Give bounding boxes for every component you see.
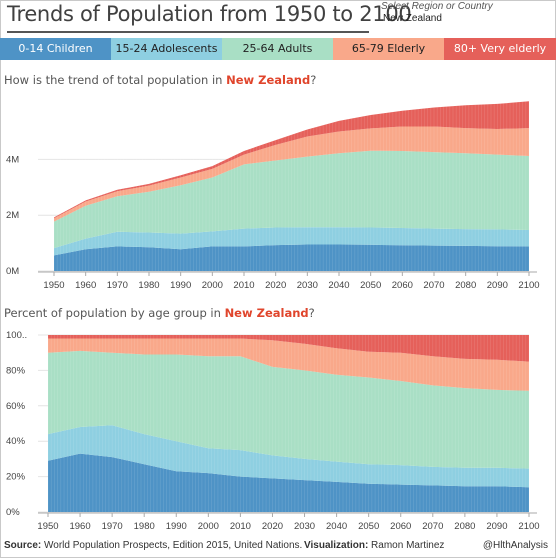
x-tick-label: 2040 xyxy=(328,280,349,291)
visualization-label: Visualization: xyxy=(304,540,369,551)
visualization-author: Ramon Martinez xyxy=(368,540,445,551)
y-tick-label: 100.. xyxy=(6,330,27,341)
x-tick-label: 1950 xyxy=(37,521,58,532)
region-selector-label: Select Region or Country xyxy=(381,1,493,12)
x-tick-label: 1980 xyxy=(134,521,155,532)
x-tick-label: 2020 xyxy=(265,280,286,291)
twitter-handle[interactable]: @HlthAnalysis xyxy=(482,540,548,551)
total-population-chart[interactable]: 0M 2M 4M 1950 1960 1970 1980 1990 2000 2010 2020 20… xyxy=(0,88,556,300)
area-series-children[interactable] xyxy=(54,244,529,272)
x-tick-label: 2030 xyxy=(297,280,318,291)
legend-item-very-elderly[interactable]: 80+ Very elderly xyxy=(444,38,556,60)
y-tick-label: 0M xyxy=(6,266,19,277)
bar-texture xyxy=(53,96,530,271)
y-tick-label: 40% xyxy=(6,436,26,447)
source-text: World Population Prospects, Edition 2015… xyxy=(41,540,303,551)
x-tick-label: 2060 xyxy=(392,280,413,291)
x-tick-label: 2090 xyxy=(486,521,507,532)
x-tick-label: 1960 xyxy=(75,280,96,291)
legend-item-children[interactable]: 0-14 Children xyxy=(0,38,111,60)
x-tick-label: 1990 xyxy=(170,280,191,291)
x-tick-label: 1950 xyxy=(43,280,64,291)
x-tick-label: 2100 xyxy=(518,280,539,291)
area-series-adults[interactable] xyxy=(48,350,529,469)
y-tick-label: 60% xyxy=(6,401,26,412)
x-tick-label: 2030 xyxy=(294,521,315,532)
x-tick-label: 2000 xyxy=(202,280,223,291)
percent-population-chart[interactable]: 0% 20% 40% 60% 80% 100.. 1950 1960 1970 1980 1990 2… xyxy=(0,322,556,536)
question-prefix: How is the trend of total population in xyxy=(4,73,227,87)
y-tick-label: 0% xyxy=(6,507,20,518)
title-underline xyxy=(7,31,369,33)
x-tick-label: 2010 xyxy=(233,280,254,291)
x-tick-label: 2020 xyxy=(262,521,283,532)
y-tick-label: 4M xyxy=(6,154,19,165)
percent-population-question: Percent of population by age group in Ne… xyxy=(4,306,315,320)
x-tick-label: 2100 xyxy=(518,521,539,532)
x-tick-label: 1970 xyxy=(107,280,128,291)
x-tick-label: 1970 xyxy=(102,521,123,532)
y-tick-label: 2M xyxy=(6,210,19,221)
question-region: New Zealand xyxy=(224,306,309,320)
area-series-adolescents[interactable] xyxy=(54,227,529,256)
area-series-adults[interactable] xyxy=(54,150,529,249)
source-credit: Source: World Population Prospects, Edit… xyxy=(4,540,302,551)
x-tick-label: 2050 xyxy=(360,280,381,291)
legend-item-adults[interactable]: 25-64 Adults xyxy=(222,38,333,60)
area-series-children[interactable] xyxy=(48,453,529,512)
x-tick-label: 2080 xyxy=(455,280,476,291)
y-tick-label: 20% xyxy=(6,472,26,483)
region-selector[interactable]: New Zealand xyxy=(383,13,442,24)
x-tick-label: 2070 xyxy=(423,280,444,291)
legend-item-adolescents[interactable]: 15-24 Adolescents xyxy=(111,38,222,60)
x-tick-label: 1990 xyxy=(166,521,187,532)
visualization-credit: Visualization: Ramon Martinez xyxy=(304,540,444,551)
question-suffix: ? xyxy=(308,306,315,320)
area-series-very-elderly[interactable] xyxy=(48,335,529,362)
x-tick-label: 2080 xyxy=(454,521,475,532)
page-title: Trends of Population from 1950 to 2100 xyxy=(7,2,412,26)
x-tick-label: 2060 xyxy=(390,521,411,532)
x-tick-label: 2090 xyxy=(487,280,508,291)
x-tick-label: 2010 xyxy=(230,521,251,532)
area-series-elderly[interactable] xyxy=(48,338,529,391)
total-population-question: How is the trend of total population in … xyxy=(4,73,316,87)
legend: 0-14 Children 15-24 Adolescents 25-64 Adul… xyxy=(0,38,556,60)
bar-texture xyxy=(47,333,530,512)
legend-item-elderly[interactable]: 65-79 Elderly xyxy=(333,38,444,60)
x-tick-label: 2070 xyxy=(422,521,443,532)
question-suffix: ? xyxy=(310,73,317,87)
x-tick-label: 2040 xyxy=(326,521,347,532)
area-series-very-elderly[interactable] xyxy=(54,101,529,219)
x-tick-label: 1960 xyxy=(69,521,90,532)
x-tick-label: 2050 xyxy=(358,521,379,532)
area-series-elderly[interactable] xyxy=(54,126,529,222)
area-series-adolescents[interactable] xyxy=(48,425,529,488)
y-tick-label: 80% xyxy=(6,365,26,376)
source-label: Source: xyxy=(4,540,42,551)
question-region: New Zealand xyxy=(226,73,311,87)
x-tick-label: 2000 xyxy=(198,521,219,532)
question-prefix: Percent of population by age group in xyxy=(4,306,225,320)
x-tick-label: 1980 xyxy=(138,280,159,291)
